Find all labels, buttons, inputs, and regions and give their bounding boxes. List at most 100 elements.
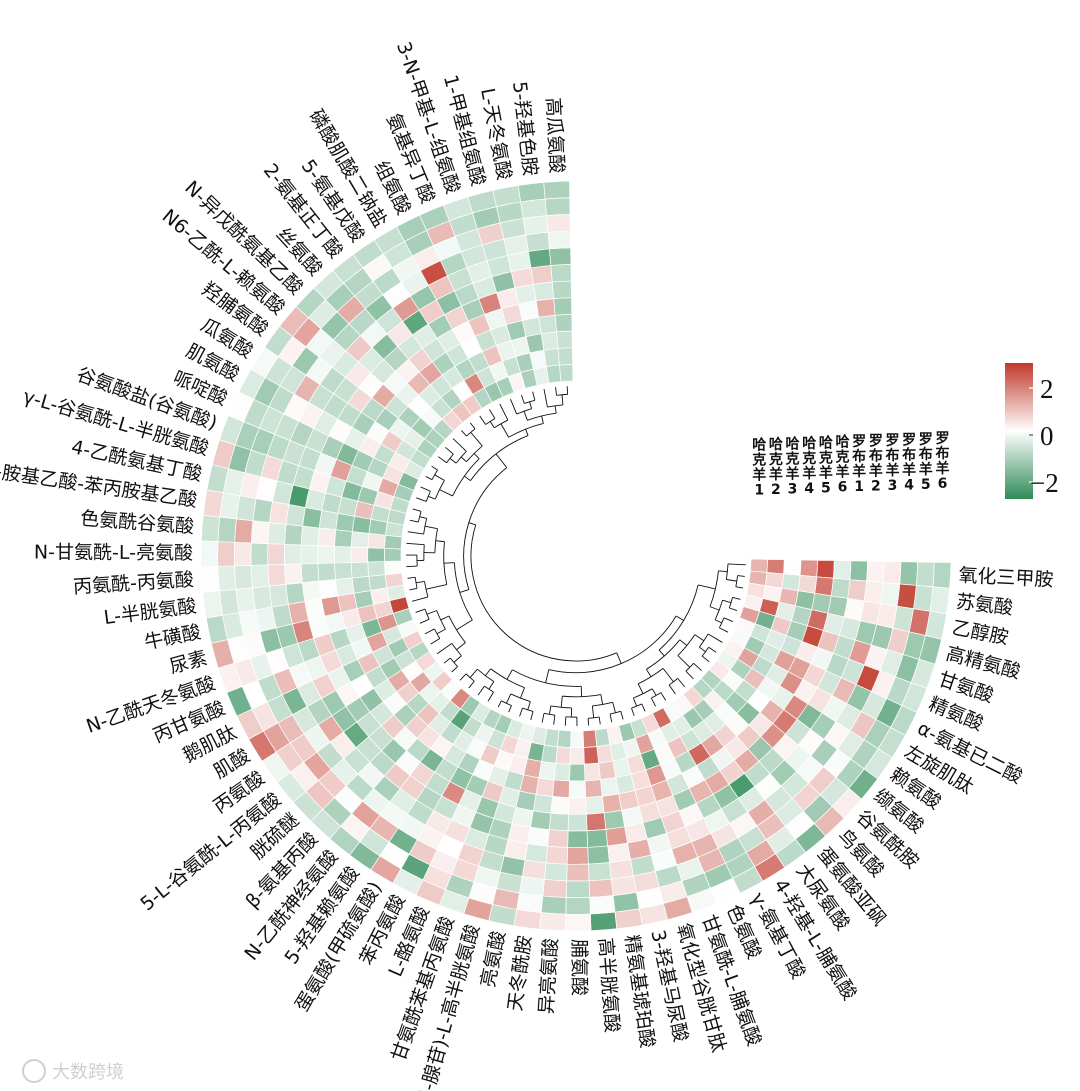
dendrogram-branch <box>424 628 435 635</box>
dendrogram-branch <box>520 687 525 699</box>
dendrogram-arc <box>463 467 508 590</box>
dendrogram-branch <box>415 580 425 584</box>
heatmap-cell <box>548 812 569 832</box>
heatmap-cell <box>235 587 256 613</box>
dendrogram-arc <box>508 422 544 438</box>
dendrogram-branch <box>707 633 723 643</box>
dendrogram-arc <box>550 705 572 709</box>
heatmap-cell <box>546 364 562 384</box>
heatmap-cell <box>594 727 611 747</box>
dendrogram-branch <box>609 713 613 723</box>
dendrogram-branch <box>637 683 644 694</box>
dendrogram-arc <box>510 693 531 703</box>
dendrogram-branch <box>459 673 467 681</box>
dendrogram-branch <box>406 565 418 568</box>
heatmap-cell <box>830 577 851 599</box>
dendrogram-arc <box>685 662 694 672</box>
dendrogram-arc <box>714 600 724 621</box>
dendrogram-arc <box>501 700 512 706</box>
dendrogram-branch <box>407 531 424 535</box>
heatmap-cell <box>317 545 335 564</box>
heatmap-cell <box>549 247 572 266</box>
heatmap-cell <box>547 829 569 848</box>
heatmap-cell <box>566 847 589 865</box>
dendrogram-branch <box>714 619 722 624</box>
dendrogram-arc <box>470 435 529 481</box>
heatmap-cell <box>540 895 567 915</box>
heatmap-cell <box>588 878 614 898</box>
dendrogram-branch <box>499 403 509 421</box>
dendrogram-branch <box>419 516 427 519</box>
heatmap-cell <box>351 575 371 594</box>
dendrogram-branch <box>660 692 667 701</box>
dendrogram-branch <box>453 655 462 663</box>
dendrogram-arc <box>424 581 429 598</box>
heatmap-cell <box>556 330 573 349</box>
heatmap-cell <box>585 795 605 815</box>
heatmap-cell <box>367 532 386 549</box>
heatmap-cell <box>334 529 353 548</box>
heatmap-cell <box>317 527 337 547</box>
dendrogram-arc <box>718 617 725 629</box>
dendrogram-branch <box>651 688 657 696</box>
dendrogram-arc <box>658 584 699 651</box>
dendrogram-arc <box>677 634 696 656</box>
dendrogram-arc <box>434 528 438 553</box>
dendrogram-branch <box>698 584 716 590</box>
heatmap-cell <box>540 331 559 351</box>
heatmap-cell <box>587 845 610 865</box>
heatmap-cell <box>586 828 609 848</box>
dendrogram-branch <box>616 652 622 664</box>
dendrogram-branch <box>437 456 447 464</box>
heatmap-cell <box>318 509 339 531</box>
dendrogram-arc <box>425 491 431 502</box>
dendrogram-branch <box>560 696 563 708</box>
dendrogram-arc <box>701 646 710 657</box>
heatmap-cell <box>250 564 270 589</box>
heatmap-cell <box>880 582 901 607</box>
dendrogram-branch <box>555 387 557 396</box>
dendrogram-branch <box>436 643 453 655</box>
dendrogram-branch <box>500 423 509 438</box>
dendrogram-arc <box>728 597 733 609</box>
dendrogram-branch <box>632 697 638 707</box>
heatmap-cell <box>535 777 555 797</box>
heatmap-cell <box>383 547 402 562</box>
dendrogram-branch <box>426 610 437 615</box>
heatmap-cell <box>285 582 306 605</box>
dendrogram-branch <box>699 646 706 653</box>
heatmap-cell <box>545 845 568 865</box>
heatmap-cell <box>543 348 560 368</box>
dendrogram-branch <box>726 579 737 582</box>
dendrogram-branch <box>693 662 702 671</box>
dendrogram-branch <box>456 619 473 631</box>
dendrogram-arc <box>446 453 454 463</box>
metabolite-label: 高半胱氨酸 <box>594 937 623 1033</box>
dendrogram-branch <box>485 668 492 676</box>
dendrogram-arc <box>455 450 467 464</box>
heatmap-cell <box>522 215 549 236</box>
dendrogram-arc <box>484 685 494 693</box>
heatmap-cell <box>550 264 572 283</box>
heatmap-cell <box>200 565 220 593</box>
dendrogram-arc <box>434 480 445 500</box>
heatmap-cell <box>553 297 573 316</box>
dendrogram-arc <box>490 668 525 689</box>
heatmap-cell <box>564 913 592 932</box>
dendrogram-branch <box>541 415 544 424</box>
heatmap-cell <box>567 813 588 832</box>
heatmap-cell <box>200 540 219 568</box>
heatmap-cell <box>882 561 902 585</box>
dendrogram-arc <box>512 669 582 687</box>
dendrogram-branch <box>732 596 741 600</box>
dendrogram-branch <box>685 670 694 680</box>
legend-colorbar <box>1005 363 1033 499</box>
heatmap-cell <box>300 563 320 584</box>
heatmap-cell <box>268 584 289 608</box>
dendrogram-branch <box>459 589 470 593</box>
heatmap-cell <box>252 498 273 523</box>
dendrogram-branch <box>412 508 422 512</box>
heatmap-cell <box>521 316 542 338</box>
dendrogram-branch <box>479 415 486 425</box>
